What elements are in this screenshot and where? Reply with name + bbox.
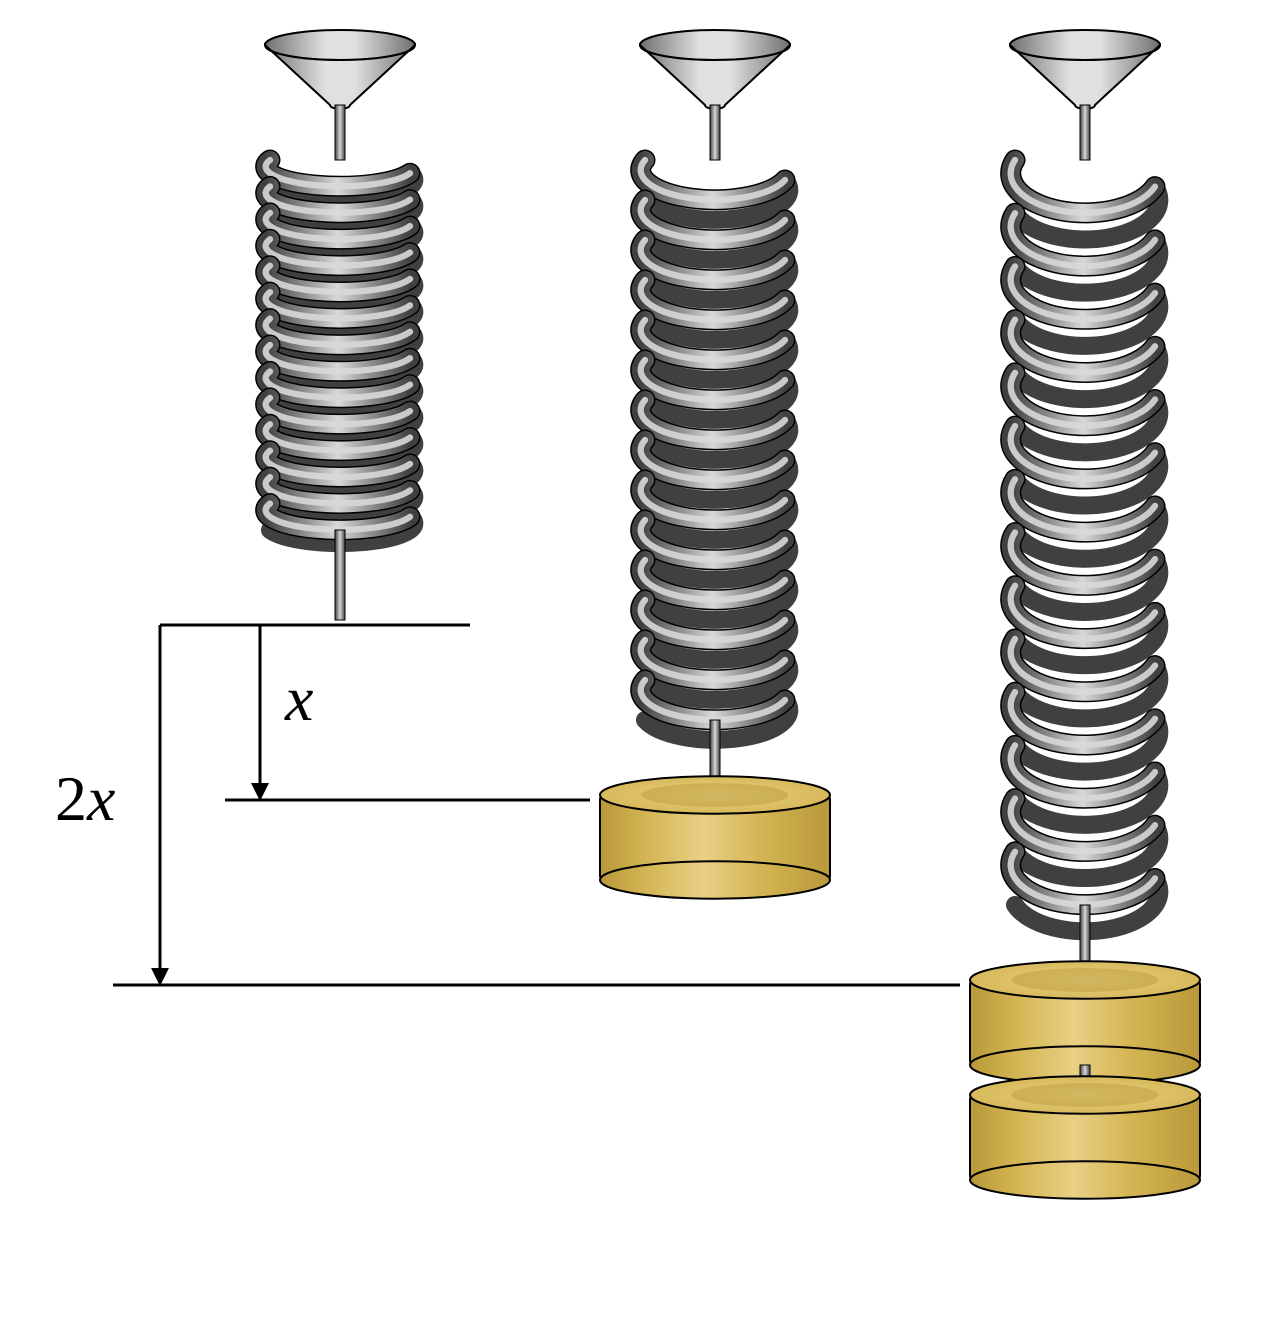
rod-top [335,105,345,160]
rod-top [1080,105,1090,160]
spring-1 [265,30,415,620]
rod-top [710,105,720,160]
rod-bottom [335,530,345,620]
x-label: x [284,663,313,734]
weight-disc [600,776,830,898]
coil [1011,160,1160,931]
spring-2 [600,30,830,899]
spring-diagram: x 2x [0,0,1269,1320]
weight-disc [970,1076,1200,1198]
coil [266,160,415,543]
two-x-label: 2x [55,763,115,834]
coil [641,160,790,740]
spring-3 [970,30,1200,1199]
